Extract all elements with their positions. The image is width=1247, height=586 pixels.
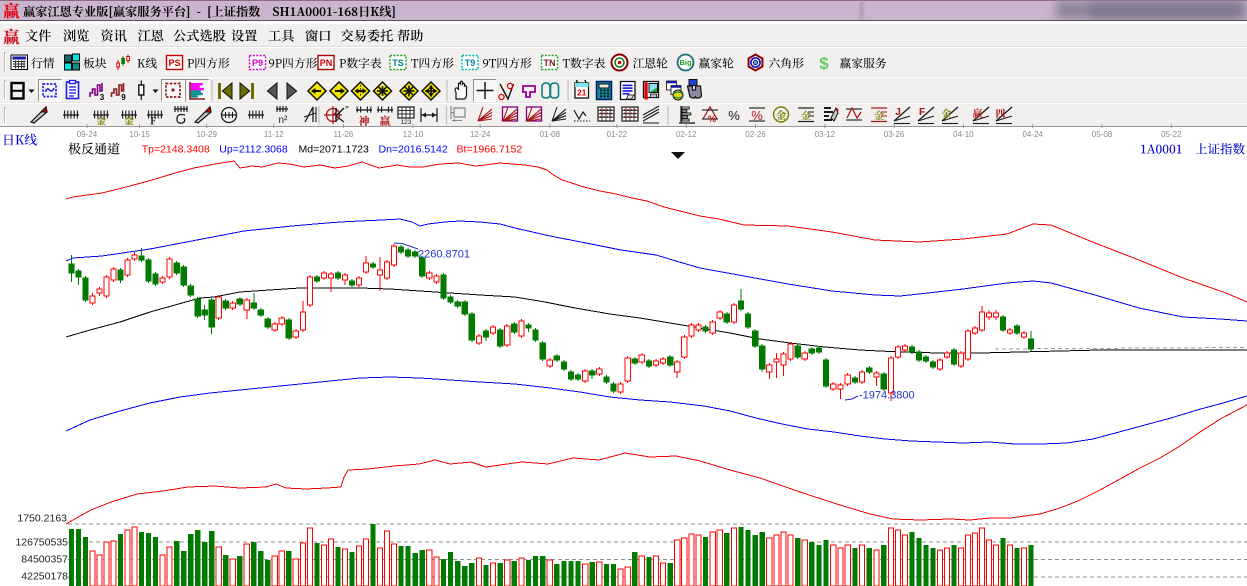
svg-text:10-15: 10-15: [129, 130, 150, 139]
svg-text:12-24: 12-24: [470, 130, 491, 139]
svg-text:$: $: [819, 54, 829, 73]
svg-text:05-08: 05-08: [1092, 130, 1113, 139]
svg-text:10-29: 10-29: [196, 130, 217, 139]
svg-text:01-08: 01-08: [540, 130, 561, 139]
svg-text:21: 21: [577, 88, 587, 98]
svg-text:F: F: [919, 107, 925, 118]
svg-text:126750535: 126750535: [15, 537, 68, 549]
svg-text:2260.8701: 2260.8701: [418, 249, 470, 261]
svg-text:123: 123: [401, 119, 412, 126]
svg-text:Dn=2016.5142: Dn=2016.5142: [379, 144, 448, 156]
svg-text:": ": [345, 105, 349, 116]
svg-text:Bt=1966.7152: Bt=1966.7152: [457, 144, 523, 156]
svg-text:9: 9: [121, 93, 126, 102]
svg-text:%: %: [728, 108, 740, 123]
svg-text:11-12: 11-12: [264, 130, 284, 139]
svg-text:02-12: 02-12: [676, 130, 697, 139]
svg-text:T9: T9: [465, 58, 476, 68]
svg-text:Tp=2148.3408: Tp=2148.3408: [142, 144, 210, 156]
svg-text:TN: TN: [544, 58, 556, 68]
svg-text:TS: TS: [392, 58, 404, 68]
svg-text:84500357: 84500357: [21, 554, 68, 566]
svg-text:3: 3: [100, 93, 105, 102]
svg-text:09-24: 09-24: [77, 130, 98, 139]
svg-text:J: J: [895, 107, 901, 118]
svg-text:02-26: 02-26: [745, 130, 766, 139]
svg-text:03-26: 03-26: [884, 130, 905, 139]
svg-text:%: %: [751, 108, 763, 123]
svg-text:%: %: [708, 114, 716, 124]
svg-text:11-26: 11-26: [333, 130, 353, 139]
svg-text:12-10: 12-10: [403, 130, 424, 139]
svg-text:Big: Big: [679, 58, 692, 67]
svg-text:03-12: 03-12: [815, 130, 836, 139]
svg-text:1750.2163: 1750.2163: [17, 513, 67, 525]
svg-text:05-22: 05-22: [1161, 130, 1182, 139]
svg-text:n²: n²: [279, 115, 289, 126]
svg-text:P9: P9: [252, 58, 263, 68]
svg-text:Up=2112.3068: Up=2112.3068: [219, 144, 288, 156]
svg-text:Md=2071.1723: Md=2071.1723: [299, 144, 370, 156]
svg-text:01-22: 01-22: [607, 130, 628, 139]
svg-text:-1974.3800: -1974.3800: [859, 390, 915, 402]
svg-text:04-24: 04-24: [1022, 130, 1043, 139]
svg-text:PN: PN: [320, 58, 333, 68]
svg-text:42250178: 42250178: [21, 571, 68, 583]
svg-text:PS: PS: [168, 58, 180, 68]
svg-text:04-10: 04-10: [953, 130, 974, 139]
